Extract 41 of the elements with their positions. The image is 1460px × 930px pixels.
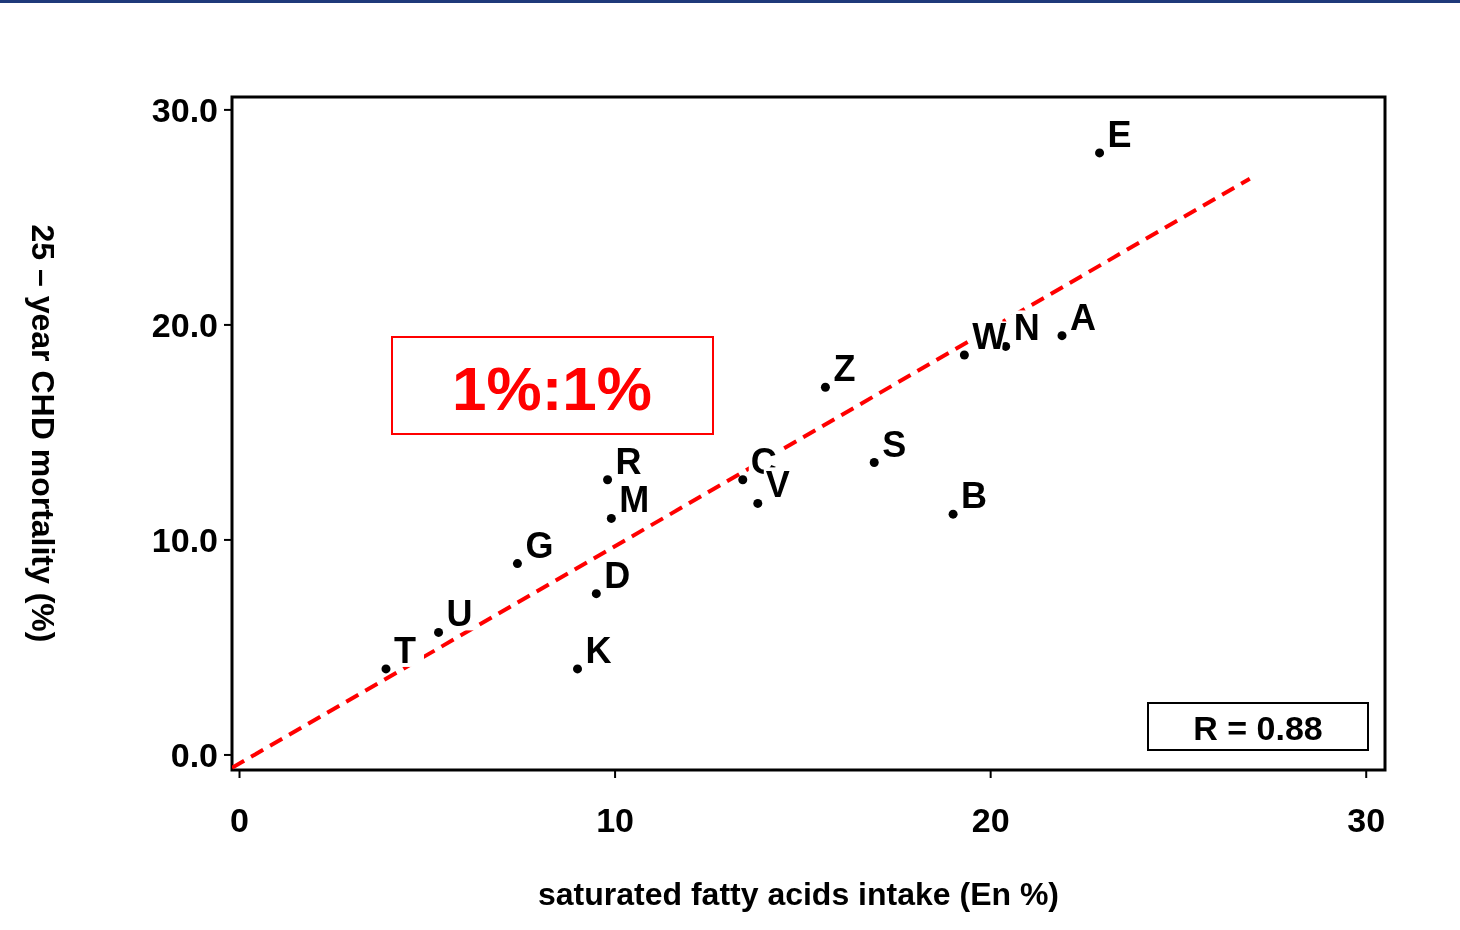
x-axis-title: saturated fatty acids intake (En %) <box>537 876 1060 912</box>
y-tick-label: 0.0 <box>170 735 218 774</box>
data-label: G <box>525 524 554 566</box>
data-label: N <box>1013 307 1040 349</box>
data-label: T <box>393 629 416 671</box>
point <box>573 664 583 674</box>
point <box>959 350 969 360</box>
point <box>948 509 958 519</box>
y-tick-label: 10.0 <box>151 520 218 559</box>
point <box>603 475 613 485</box>
x-tick-label: 0 <box>230 801 249 839</box>
point <box>1057 331 1067 341</box>
point <box>434 627 444 637</box>
point <box>869 458 879 468</box>
data-label: B <box>961 475 988 517</box>
data-label: Z <box>833 348 856 390</box>
y-axis-title: 25 – year CHD mortality (%) <box>25 224 61 643</box>
annotation: 1%:1% <box>452 353 652 423</box>
data-label: K <box>585 629 612 671</box>
data-label: W <box>972 316 1007 358</box>
data-label: R <box>615 440 642 482</box>
point <box>381 664 391 674</box>
data-label: U <box>446 593 473 635</box>
y-tick-label: 30.0 <box>151 90 218 129</box>
point <box>512 559 522 569</box>
point <box>591 589 601 599</box>
point <box>820 382 830 392</box>
point <box>738 475 748 485</box>
x-tick-label: 10 <box>596 801 634 839</box>
data-label: A <box>1070 296 1097 338</box>
data-label: E <box>1107 113 1132 155</box>
data-label: D <box>604 554 631 596</box>
annotation: R = 0.88 <box>1193 709 1323 747</box>
data-label: S <box>882 423 907 465</box>
x-tick-label: 20 <box>971 801 1010 839</box>
data-label: M <box>619 479 650 521</box>
y-tick-label: 20.0 <box>151 305 218 344</box>
point <box>1095 148 1105 158</box>
point <box>606 513 616 523</box>
x-tick-label: 30 <box>1347 801 1386 839</box>
point <box>753 498 763 508</box>
